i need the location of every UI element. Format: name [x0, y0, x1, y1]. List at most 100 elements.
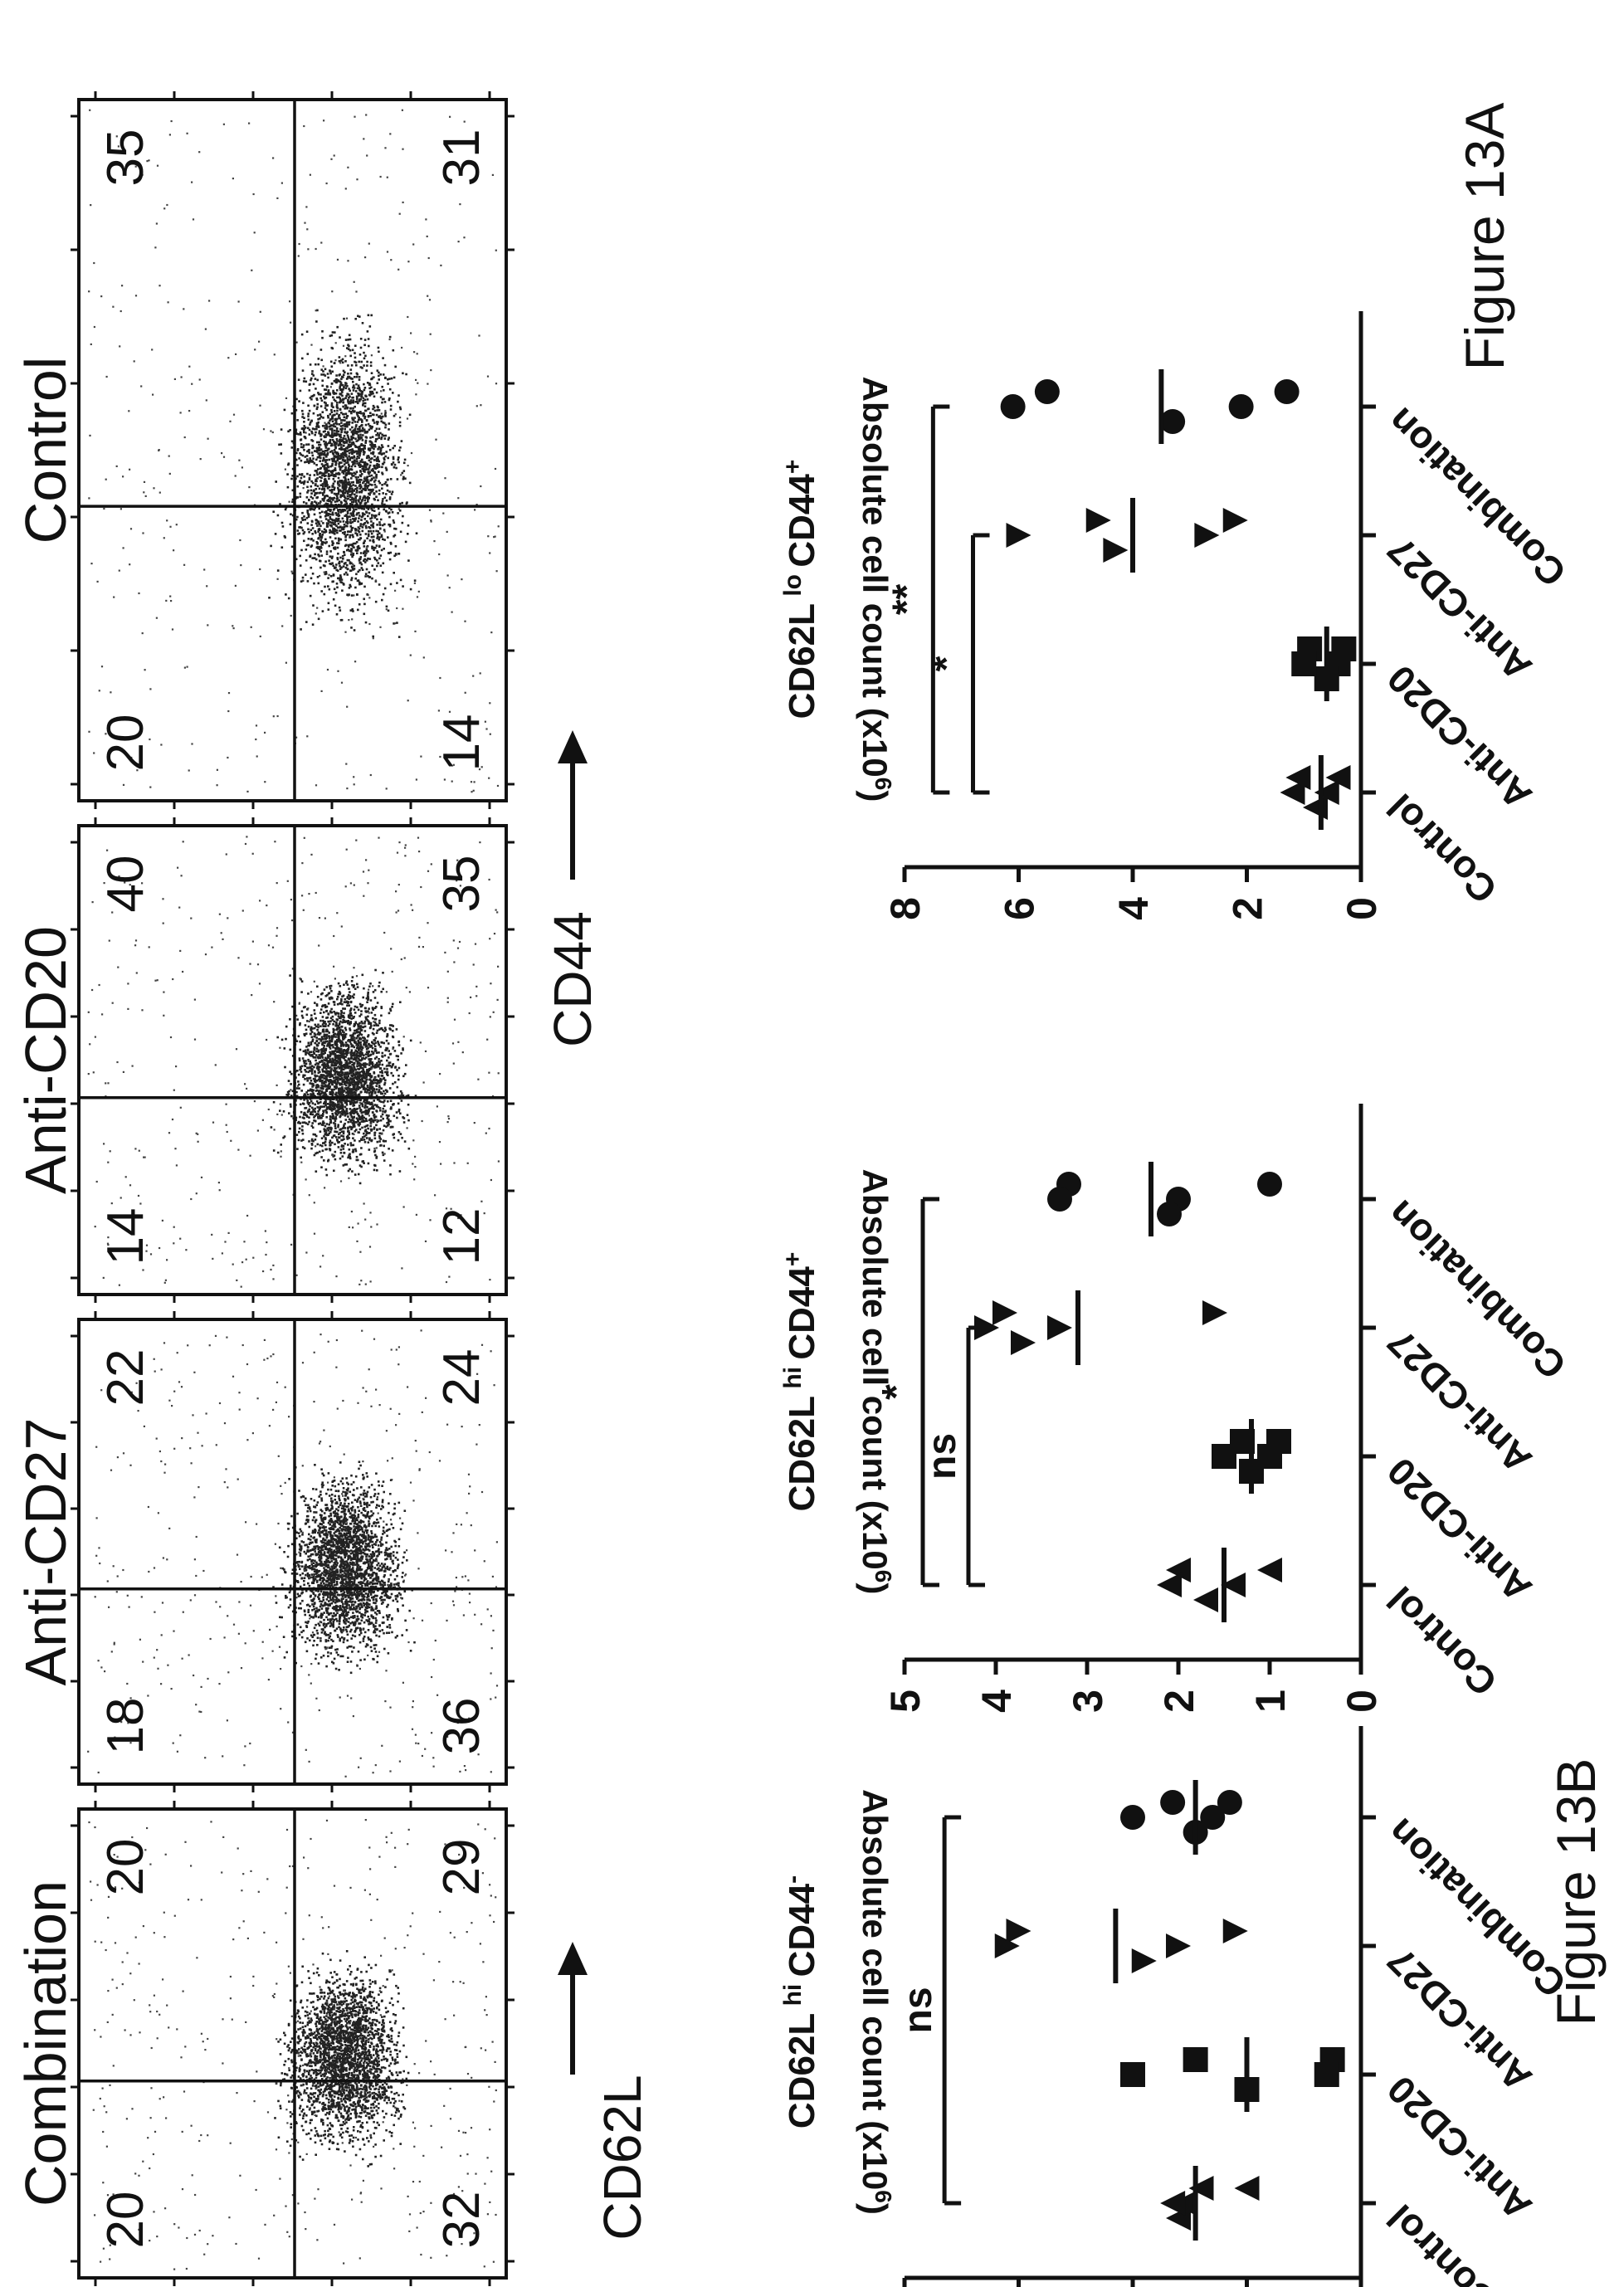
flow-event [378, 1061, 381, 1064]
flow-event [330, 383, 334, 385]
flow-event [330, 1089, 334, 1092]
flow-event [364, 575, 367, 578]
flow-event [334, 604, 337, 607]
flow-event [381, 571, 384, 574]
flow-event [364, 1046, 368, 1048]
flow-event [352, 553, 354, 557]
flow-event [327, 1024, 329, 1027]
flow-event [319, 393, 322, 396]
flow-event [392, 1082, 394, 1085]
flow-event [318, 441, 320, 444]
flow-event [331, 519, 334, 522]
flow-event [344, 1075, 348, 1079]
flow-event-sparse [254, 349, 256, 351]
flow-event [324, 1091, 327, 1094]
flow-event [322, 1052, 325, 1056]
flow-event [325, 986, 328, 988]
flow-event [310, 577, 313, 580]
flow-event-sparse [354, 115, 356, 118]
flow-event-sparse [276, 578, 279, 580]
flow-event [324, 430, 326, 432]
flow-event [358, 1121, 361, 1124]
flow-event [315, 488, 318, 490]
flow-event [318, 1033, 321, 1036]
flow-event [356, 546, 359, 549]
flow-event [323, 1011, 325, 1014]
flow-event [388, 498, 392, 500]
flow-event [324, 459, 327, 461]
flow-event [310, 485, 313, 488]
flow-event [344, 571, 348, 574]
flow-event-sparse [259, 568, 261, 571]
flow-event-sparse [188, 410, 191, 412]
flow-event-sparse [105, 375, 108, 378]
flow-event [360, 515, 363, 519]
flow-event [349, 1144, 353, 1147]
flow-event-sparse [448, 710, 451, 713]
flow-event [335, 422, 339, 426]
flow-event [392, 457, 395, 461]
flow-event [310, 451, 314, 454]
flow-event-sparse [121, 285, 124, 287]
flow-event [268, 597, 271, 599]
flow-event [355, 480, 358, 482]
flow-event [303, 425, 305, 427]
flow-event [358, 1022, 361, 1025]
flow-event [338, 413, 341, 417]
flow-event [323, 401, 326, 404]
flow-event [305, 380, 308, 383]
flow-event-sparse [464, 620, 466, 622]
flow-event [335, 427, 339, 430]
flow-event [334, 1060, 337, 1062]
flow-event-sparse [372, 637, 374, 640]
flow-event [319, 397, 322, 400]
flow-event [298, 1130, 300, 1134]
flow-event [377, 562, 380, 564]
flow-event [360, 436, 363, 439]
flow-event [304, 518, 306, 521]
flow-event [339, 1045, 343, 1047]
flow-event [341, 531, 344, 534]
flow-event [375, 459, 378, 461]
flow-event [354, 1005, 357, 1008]
flow-event-sparse [235, 353, 237, 355]
flow-event [296, 485, 300, 488]
flow-event [360, 1084, 363, 1087]
quadrant-lower-right-value: 14 [433, 714, 490, 772]
flow-event [350, 477, 353, 480]
flow-event [350, 438, 354, 441]
flow-event [319, 480, 322, 482]
flow-event [357, 520, 359, 523]
flow-event-sparse [394, 622, 397, 625]
flow-event [311, 497, 315, 500]
flow-event [358, 1041, 361, 1045]
flow-event [382, 524, 384, 527]
flow-event [373, 445, 375, 448]
flow-event [322, 373, 325, 376]
flow-event [303, 1147, 306, 1150]
flow-event [357, 499, 360, 502]
flow-event [368, 464, 372, 467]
flow-event [303, 515, 305, 518]
flow-event [384, 480, 388, 484]
flow-event-sparse [167, 301, 169, 304]
flow-event [348, 1046, 350, 1049]
flow-event [335, 434, 338, 436]
flow-event [312, 604, 315, 607]
flow-event [328, 1132, 330, 1135]
flow-event [314, 494, 316, 497]
flow-event [384, 426, 387, 429]
flow-event [350, 1061, 354, 1063]
flow-event [347, 373, 349, 375]
flow-event [328, 1031, 330, 1034]
flow-event [333, 449, 336, 451]
flow-event [373, 455, 376, 458]
flow-event-sparse [93, 325, 95, 329]
flow-event [341, 1088, 344, 1090]
flow-event [310, 1051, 313, 1053]
flow-event [334, 392, 338, 395]
flow-event [359, 534, 362, 536]
flow-event [378, 489, 381, 492]
flow-event-sparse [351, 618, 354, 621]
